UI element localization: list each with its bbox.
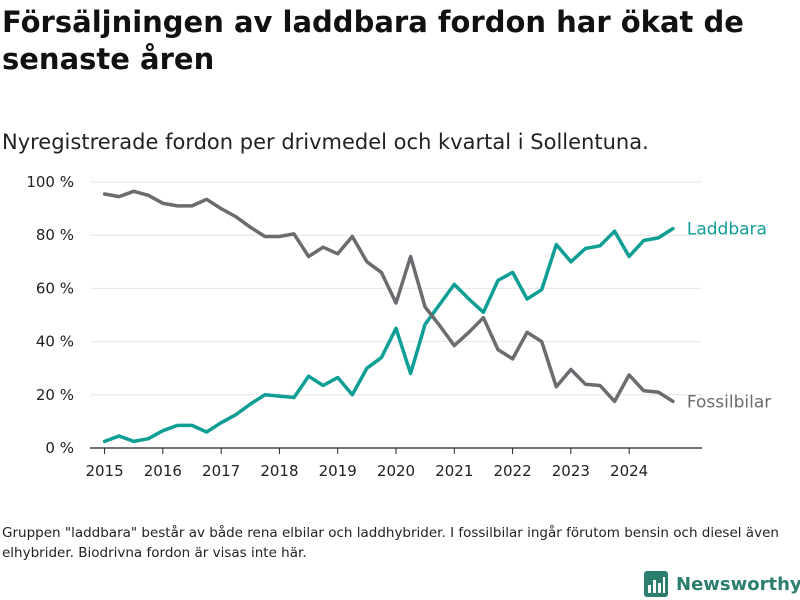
series-label-fossilbilar: Fossilbilar [687,392,771,412]
grid-lines [90,181,702,396]
brand[interactable]: Newsworthy [644,569,800,599]
x-tick-label: 2018 [260,462,298,480]
x-tick-label: 2016 [144,462,182,480]
x-tick-label: 2024 [610,462,648,480]
y-tick-label: 20 % [36,386,74,404]
y-tick-label: 0 % [45,439,74,457]
x-tick-label: 2023 [552,462,590,480]
series-label-laddbara: Laddbara [687,220,767,240]
x-tick-label: 2017 [202,462,240,480]
series-lines [102,189,675,444]
series-line-laddbara [102,226,675,444]
y-tick-label: 80 % [36,226,74,244]
series-labels: Laddbara Fossilbilar [687,220,771,413]
y-tick-label: 100 % [26,173,74,191]
x-tick-label: 2020 [377,462,415,480]
axes: 0 % 20 % 40 % 60 % 80 % 100 % 2015 2016 2017 2018… [26,173,702,480]
y-tick-label: 60 % [36,279,74,297]
y-tick-label: 40 % [36,333,74,351]
brand-name: Newsworthy [676,573,800,595]
x-tick-label: 2019 [319,462,357,480]
series-line-fossilbilar [102,189,675,404]
footnote: Gruppen "laddbara" består av både rena e… [2,525,779,561]
line-chart: 0 % 20 % 40 % 60 % 80 % 100 % 2015 2016 2017 2018… [26,173,771,480]
x-tick-label: 2022 [493,462,531,480]
chart-subtitle: Nyregistrerade fordon per drivmedel och … [2,130,649,154]
x-tick-label: 2015 [85,462,123,480]
newsworthy-logo-icon [644,571,668,597]
x-tick-label: 2021 [435,462,473,480]
chart-title: Försäljningen av laddbara fordon har öka… [2,5,744,76]
